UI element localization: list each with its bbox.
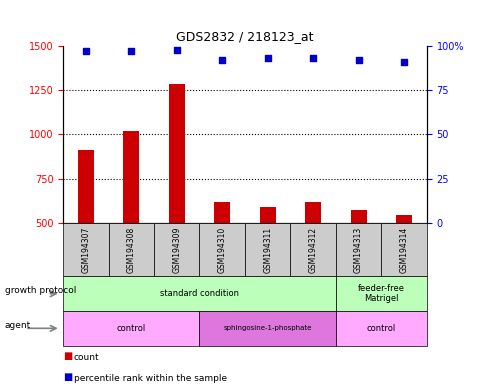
Text: GSM194314: GSM194314 <box>399 227 408 273</box>
Text: GSM194312: GSM194312 <box>308 227 317 273</box>
Text: ■: ■ <box>63 372 72 382</box>
Point <box>218 57 226 63</box>
Title: GDS2832 / 218123_at: GDS2832 / 218123_at <box>176 30 313 43</box>
Text: control: control <box>366 324 395 333</box>
Text: GSM194313: GSM194313 <box>353 227 363 273</box>
Point <box>172 46 180 53</box>
Point <box>399 59 407 65</box>
Text: GSM194308: GSM194308 <box>126 227 136 273</box>
Bar <box>214 202 230 311</box>
Text: GSM194307: GSM194307 <box>81 227 90 273</box>
Bar <box>168 84 184 311</box>
Point <box>82 48 90 55</box>
Text: standard condition: standard condition <box>160 289 239 298</box>
Bar <box>350 210 366 311</box>
Text: sphingosine-1-phosphate: sphingosine-1-phosphate <box>223 325 311 331</box>
Point <box>354 57 362 63</box>
Bar <box>123 131 139 311</box>
Text: GSM194310: GSM194310 <box>217 227 226 273</box>
Text: percentile rank within the sample: percentile rank within the sample <box>74 374 227 383</box>
Text: agent: agent <box>5 321 31 330</box>
Point <box>309 55 317 61</box>
Text: ■: ■ <box>63 351 72 361</box>
Point <box>127 48 135 55</box>
Bar <box>259 207 275 311</box>
Point <box>263 55 271 61</box>
Text: growth protocol: growth protocol <box>5 286 76 295</box>
Text: control: control <box>116 324 146 333</box>
Text: count: count <box>74 353 99 362</box>
Bar <box>304 202 320 311</box>
Text: GSM194311: GSM194311 <box>263 227 272 273</box>
Text: GSM194309: GSM194309 <box>172 227 181 273</box>
Bar <box>395 215 411 311</box>
Text: feeder-free
Matrigel: feeder-free Matrigel <box>357 284 404 303</box>
Bar <box>77 150 93 311</box>
